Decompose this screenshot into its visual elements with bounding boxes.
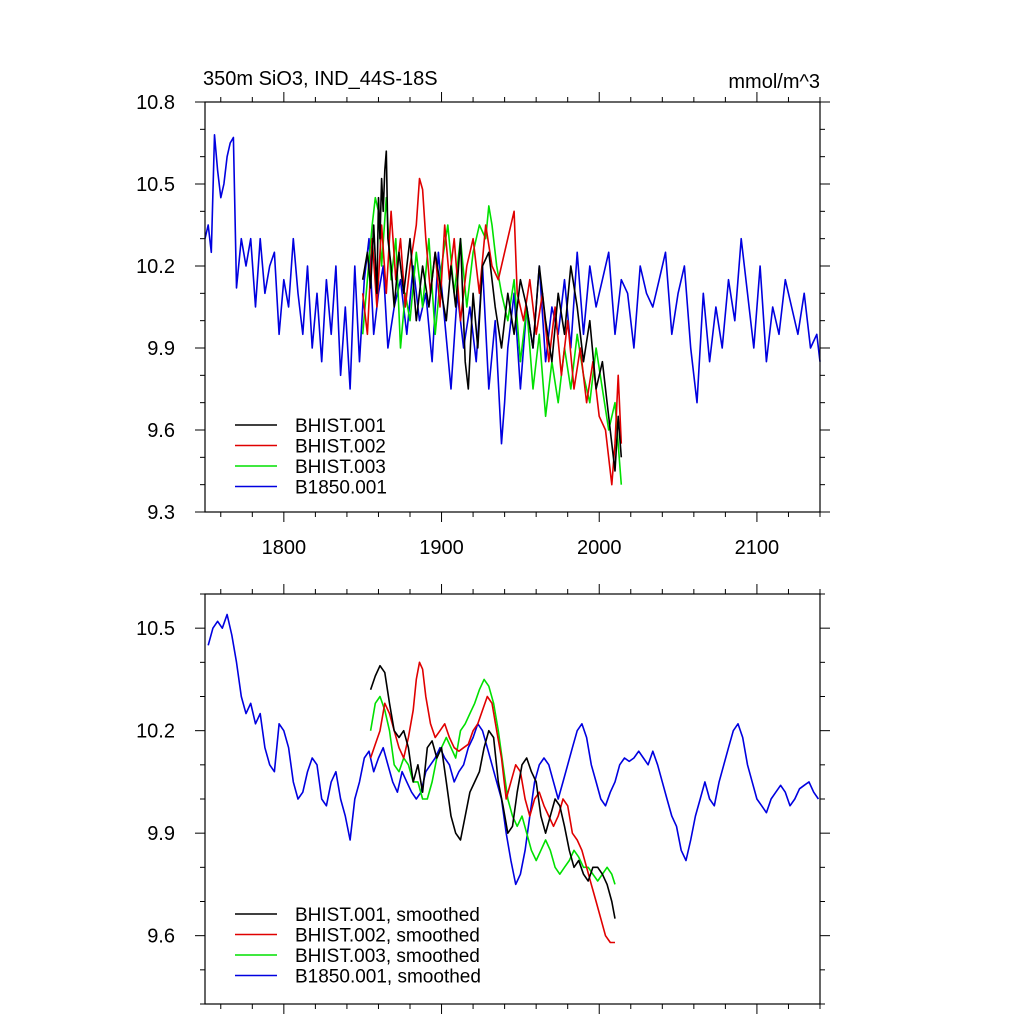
series-line-bhist-003 [361,196,623,485]
y-tick-label: 10.5 [136,174,175,196]
series-line-bhist-002-smoothed [369,661,615,944]
y-tick-label: 10.2 [136,256,175,278]
series-line-b1850-001 [204,134,821,445]
x-tick-label: 1900 [419,537,464,559]
legend-label: BHIST.001 [295,416,386,437]
series-line-bhist-001 [361,150,623,472]
bottom-panel-ticks: 9.6 9.9 10.2 10.5 [136,584,830,1014]
units-label: mmol/m^3 [728,71,820,93]
legend-label: B1850.001 [295,478,387,499]
y-tick-label: 9.9 [147,338,175,360]
y-tick-label: 9.9 [147,823,175,845]
legend-label: B1850.001, smoothed [295,967,481,988]
y-tick-label: 10.5 [136,618,175,640]
y-tick-label: 9.6 [147,420,175,442]
x-tick-label: 2000 [577,537,622,559]
x-tick-label: 1800 [262,537,307,559]
chart-title: 350m SiO3, IND_44S-18S [203,68,438,90]
bottom-panel: 9.69.910.210.5 BHIST.001, smoothedBHIST.… [136,584,830,1014]
x-tick-label: 2100 [735,537,780,559]
top-panel-series [204,134,821,486]
legend-label: BHIST.001, smoothed [295,905,480,926]
top-panel-ticks: 1800 1900 2000 2100 9.3 9.6 9.9 10.2 10.5 10.8 [136,92,830,559]
y-tick-label: 10.2 [136,721,175,743]
y-tick-label: 9.3 [147,502,175,524]
series-line-bhist-001-smoothed [369,664,616,919]
legend-label: BHIST.003, smoothed [295,946,480,967]
legend-label: BHIST.002, smoothed [295,926,480,947]
y-tick-label: 10.8 [136,92,175,114]
y-tick-label: 9.6 [147,926,175,948]
bottom-panel-frame [204,593,821,1005]
legend-label: BHIST.002 [295,437,386,458]
series-line-b1850-001-smoothed [207,613,820,886]
top-panel: 350m SiO3, IND_44S-18S mmol/m^3 1800 1900… [136,68,830,559]
legend-label: BHIST.003 [295,457,386,478]
top-panel-frame [204,101,821,513]
bottom-panel-series [207,613,820,944]
series-line-bhist-002 [361,177,623,486]
